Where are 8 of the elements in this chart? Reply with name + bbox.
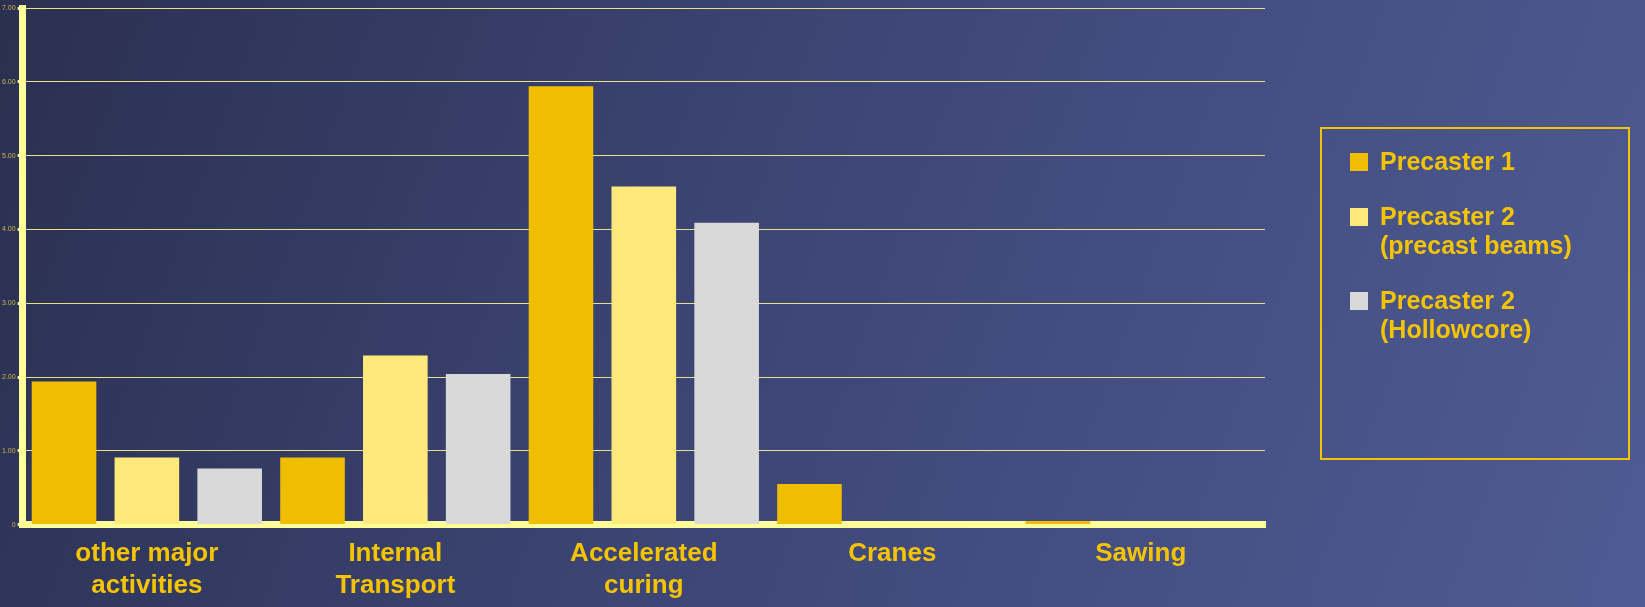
x-tick-label: Accelerated curing [570,537,718,599]
legend-label: Precaster 2 (precast beams) [1380,202,1572,260]
x-tick-label: Sawing [1095,537,1187,568]
x-tick-label: Cranes [848,537,937,568]
x-tick-label: Internal Transport [335,537,456,599]
legend-label: Precaster 2 (Hollowcore) [1380,286,1532,344]
x-tick-label: other major activities [75,537,219,599]
legend-label: Precaster 1 [1380,147,1515,176]
